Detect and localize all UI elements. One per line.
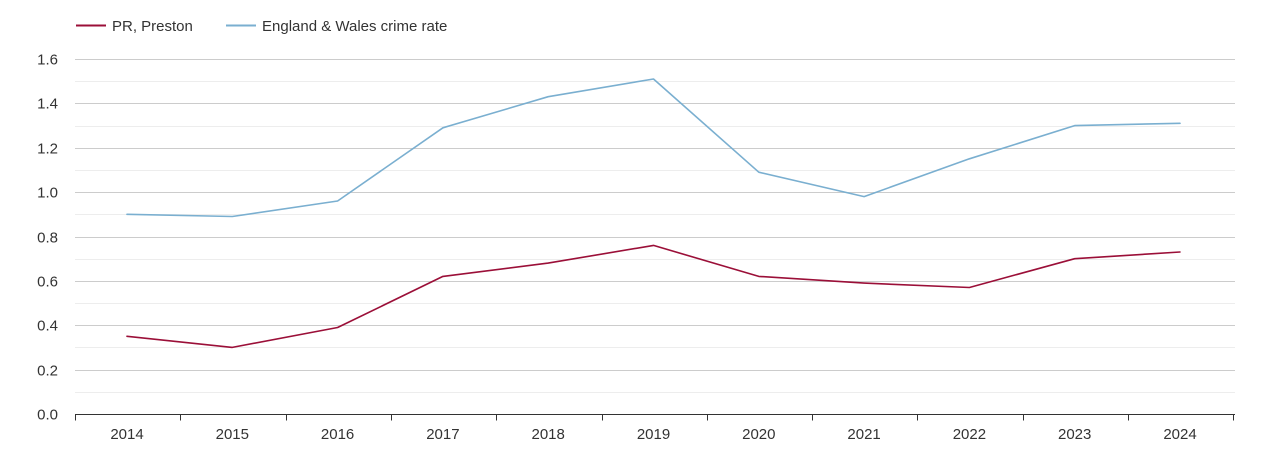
x-tick-label: 2019 [637,426,670,443]
x-tick-label: 2016 [321,426,354,443]
x-tick-label: 2020 [742,426,775,443]
legend-item-0[interactable]: PR, Preston [76,18,193,35]
x-tick-label: 2017 [426,426,459,443]
series-line-0[interactable] [126,244,1181,349]
y-tick-label: 0.2 [37,363,58,380]
y-tick-label: 0.8 [37,230,58,247]
legend[interactable]: PR, Preston England & Wales crime rate [76,18,447,35]
y-tick-label: 1.6 [37,52,58,69]
grid-layer [75,59,1235,393]
x-tick-label: 2018 [532,426,565,443]
y-tick-label: 1.4 [37,96,58,113]
y-tick-label: 1.2 [37,141,58,158]
x-tick-label: 2021 [847,426,880,443]
y-tick-label: 1.0 [37,185,58,202]
legend-label: PR, Preston [112,18,193,35]
x-tick-label: 2015 [216,426,249,443]
series-layer [126,78,1181,349]
x-tick-label: 2024 [1163,426,1196,443]
legend-item-1[interactable]: England & Wales crime rate [226,18,447,35]
y-tick-label: 0.0 [37,407,58,424]
x-tick-label: 2022 [953,426,986,443]
legend-label: England & Wales crime rate [262,18,447,35]
x-tick-label: 2023 [1058,426,1091,443]
y-tick-label: 0.4 [37,318,58,335]
series-line-1[interactable] [126,78,1181,218]
x-tick-label: 2014 [110,426,143,443]
axis-layer: 0.0 0.2 0.4 0.6 0.8 1.0 1.2 1.4 1.6 2014 2015 2016 2… [37,52,1235,443]
y-tick-label: 0.6 [37,274,58,291]
